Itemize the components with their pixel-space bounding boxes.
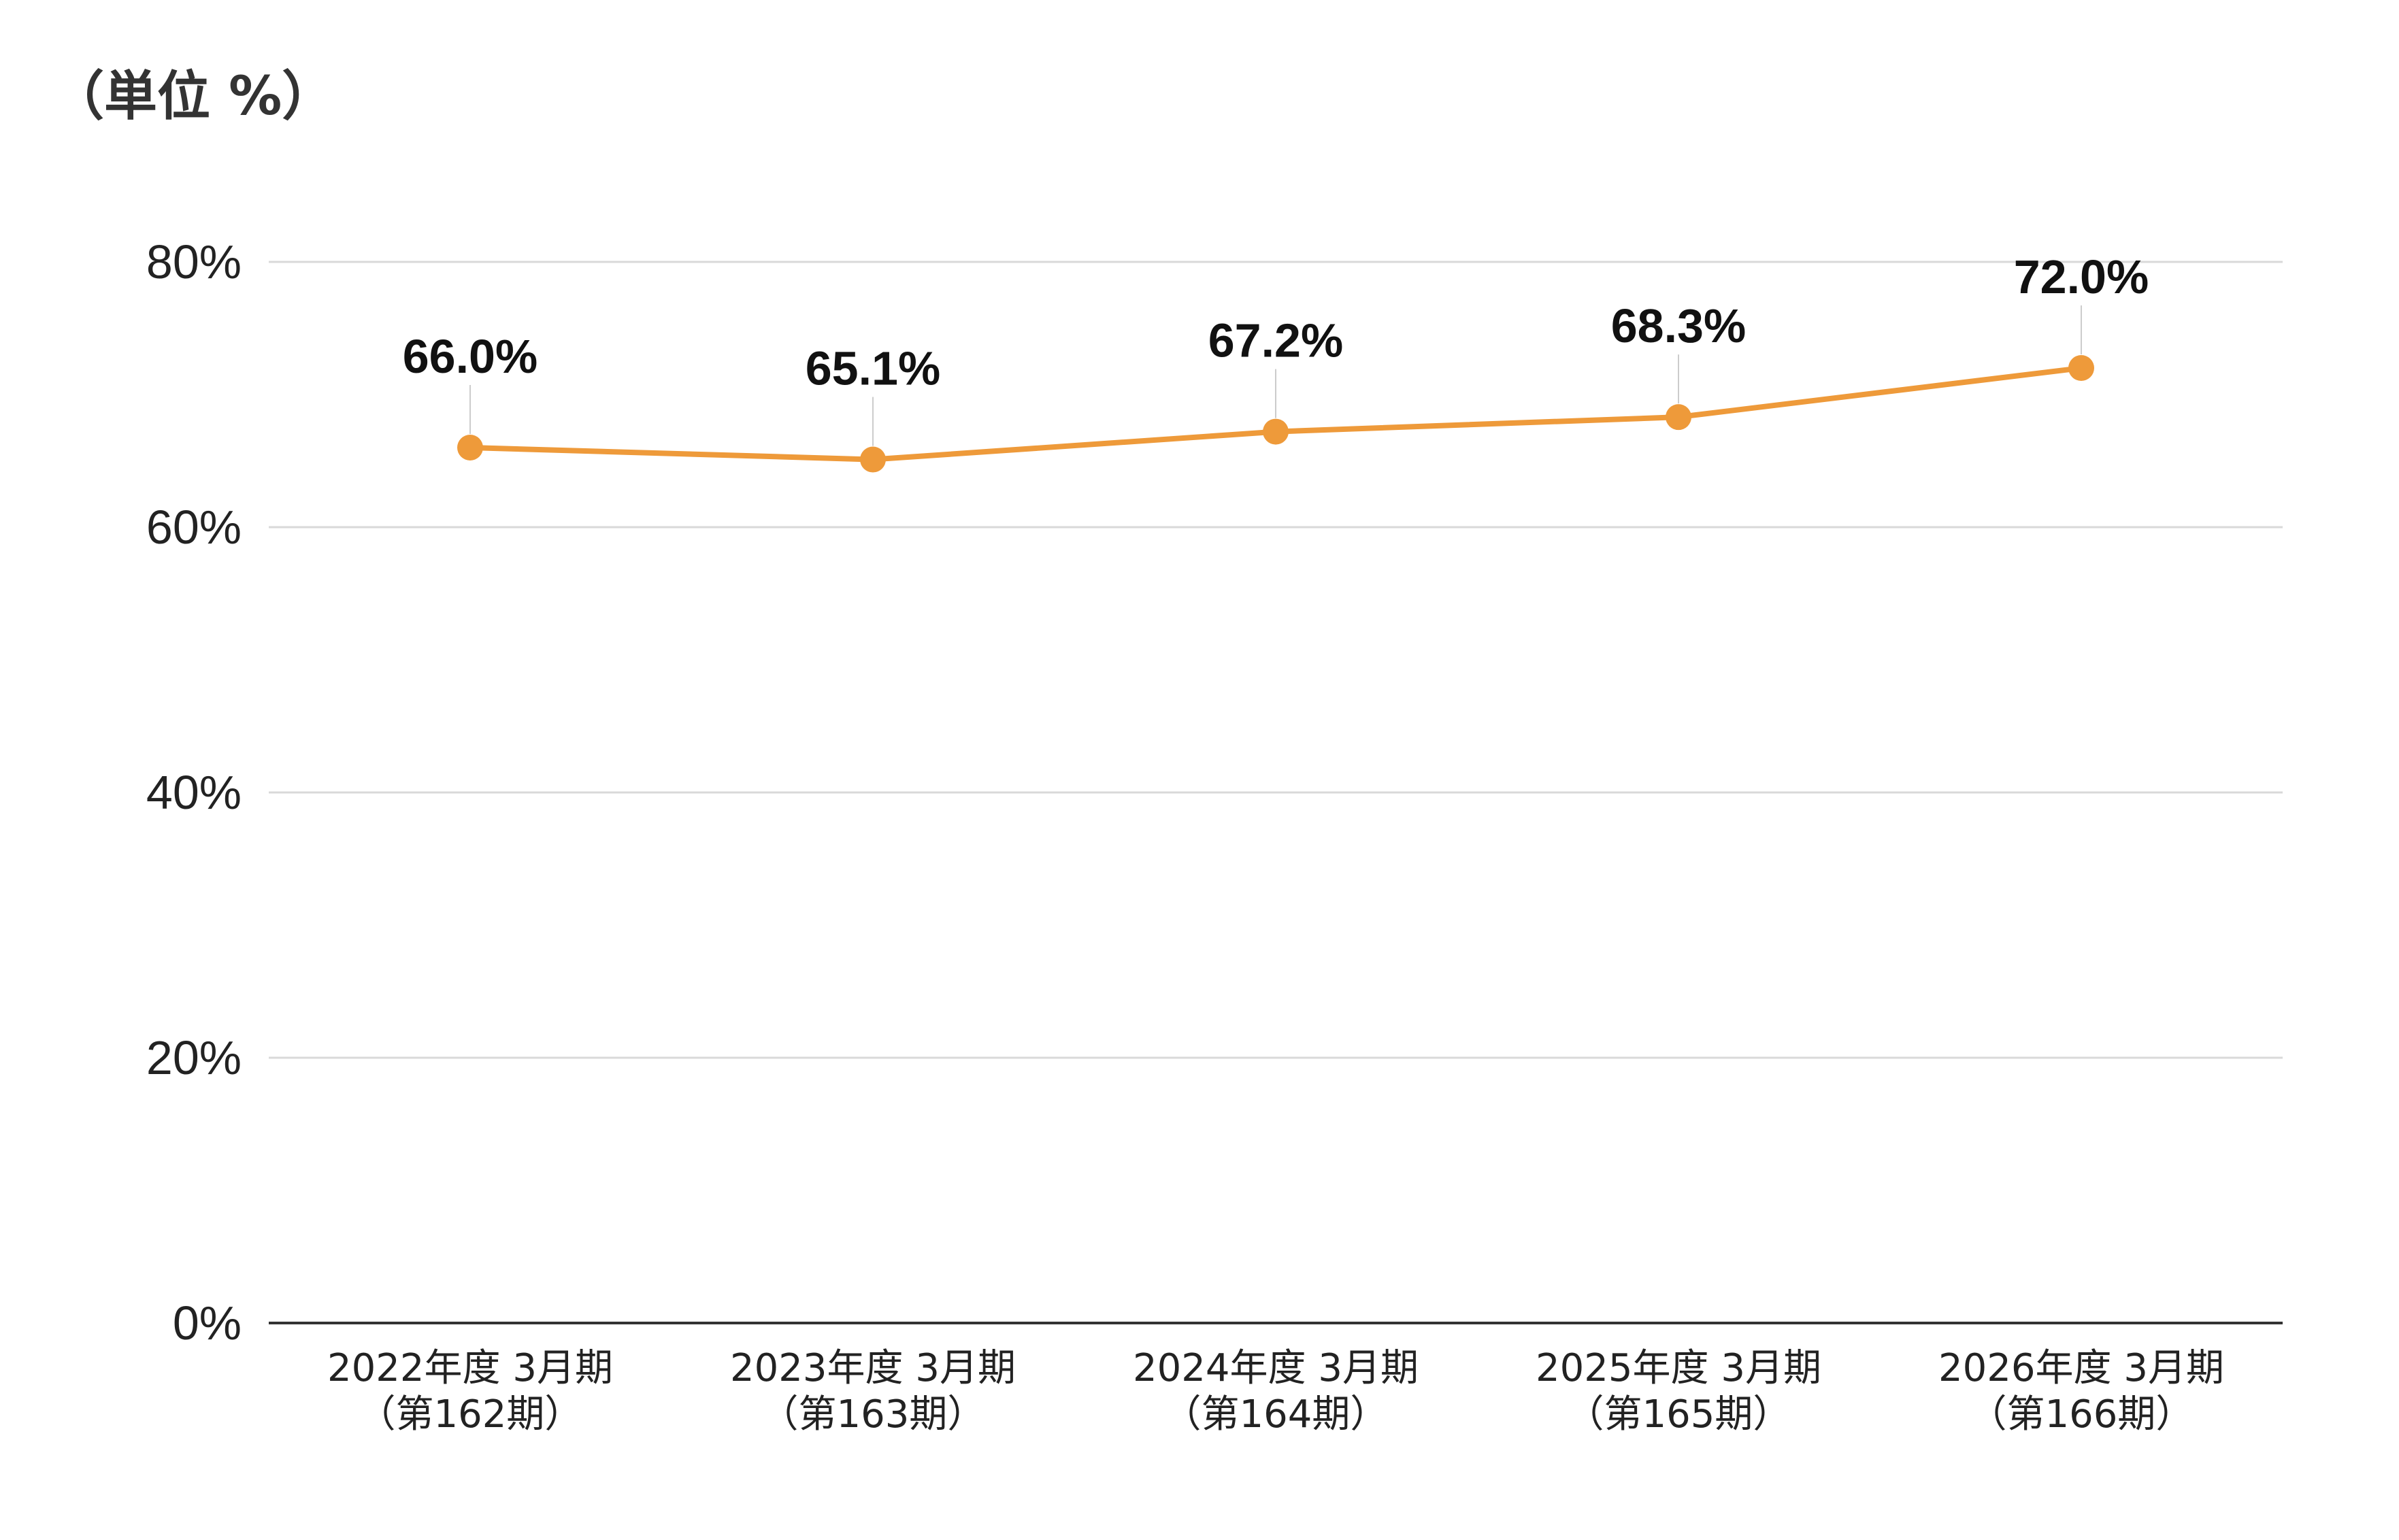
data-label: 68.3%: [1611, 299, 1746, 352]
unit-label: （単位 %）: [51, 66, 335, 127]
x-tick-label: 2026年度 3月期（第166期）: [1938, 1346, 2224, 1437]
y-tick-label: 20%: [146, 1031, 242, 1084]
data-point: [860, 446, 886, 473]
data-labels: 66.0% 65.1% 67.2% 68.3% 72.0%: [403, 250, 2149, 395]
x-tick-label: 2025年度 3月期（第165期）: [1536, 1346, 1821, 1437]
data-point: [2068, 355, 2094, 381]
x-tick-label: 2022年度 3月期（第162期）: [327, 1346, 613, 1437]
data-point: [1666, 404, 1691, 431]
data-label: 66.0%: [403, 330, 537, 383]
x-tick-label: 2024年度 3月期（第164期）: [1133, 1346, 1419, 1437]
y-tick-label: 60%: [146, 501, 242, 554]
x-tick-label: 2023年度 3月期（第163期）: [730, 1346, 1016, 1437]
y-tick-label: 0%: [173, 1296, 242, 1350]
y-axis-labels: 0% 20% 40% 60% 80%: [146, 235, 242, 1350]
y-tick-label: 80%: [146, 235, 242, 288]
data-label: 65.1%: [806, 342, 940, 395]
data-label: 67.2%: [1208, 314, 1343, 367]
x-axis-labels: 2022年度 3月期（第162期） 2023年度 3月期（第163期） 2024年度…: [327, 1346, 2224, 1437]
series-line: [457, 305, 2094, 473]
y-tick-label: 40%: [146, 766, 242, 819]
data-point: [1263, 418, 1289, 445]
data-label: 72.0%: [2014, 250, 2149, 303]
grid-lines: [269, 261, 2283, 1324]
data-point: [457, 435, 483, 461]
